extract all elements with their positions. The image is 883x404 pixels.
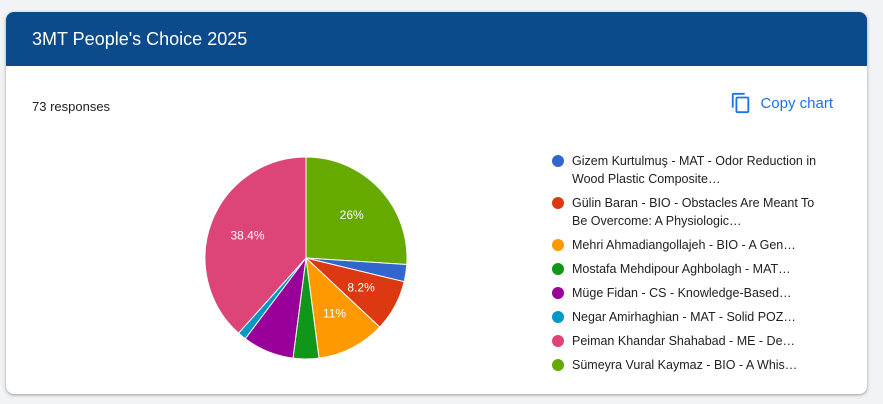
legend-item[interactable]: Mostafa Mehdipour Aghbolagh - MAT… <box>552 260 832 278</box>
legend-color-dot <box>552 263 564 275</box>
pie-slice[interactable] <box>204 156 307 334</box>
pie-slice[interactable] <box>305 156 408 266</box>
legend-label: Peiman Khandar Shahabad - ME - De… <box>572 334 796 348</box>
pie-slice[interactable] <box>305 256 381 359</box>
legend-color-dot <box>552 335 564 347</box>
legend-color-dot <box>552 155 564 167</box>
legend-item[interactable]: Sümeyra Vural Kaymaz - BIO - A Whis… <box>552 356 832 374</box>
legend-color-dot <box>552 287 564 299</box>
legend-label: Müge Fidan - CS - Knowledge-Based… <box>572 286 792 300</box>
legend-item[interactable]: Müge Fidan - CS - Knowledge-Based… <box>552 284 832 302</box>
chart-title: 3MT People's Choice 2025 <box>32 28 248 49</box>
legend-color-dot <box>552 197 564 209</box>
legend-item[interactable]: Negar Amirhaghian - MAT - Solid POZ… <box>552 308 832 326</box>
legend-label: Mostafa Mehdipour Aghbolagh - MAT… <box>572 262 791 276</box>
chart-legend: Gizem Kurtulmuş - MAT - Odor Reduction i… <box>552 152 832 380</box>
copy-chart-label: Copy chart <box>760 94 833 112</box>
legend-color-dot <box>552 239 564 251</box>
legend-color-dot <box>552 359 564 371</box>
legend-item[interactable]: Peiman Khandar Shahabad - ME - De… <box>552 332 832 350</box>
response-count: 73 responses <box>32 99 111 114</box>
legend-label: Gizem Kurtulmuş - MAT - Odor Reduction i… <box>572 154 817 186</box>
slice-percent-label: 8.2% <box>347 281 375 295</box>
legend-item[interactable]: Gülin Baran - BIO - Obstacles Are Meant … <box>552 194 832 230</box>
legend-item[interactable]: Mehri Ahmadiangollajeh - BIO - A Gen… <box>552 236 832 254</box>
legend-label: Sümeyra Vural Kaymaz - BIO - A Whis… <box>572 358 798 372</box>
card-header: 3MT People's Choice 2025 <box>6 12 867 66</box>
slice-percent-label: 11% <box>323 307 346 321</box>
legend-color-dot <box>552 311 564 323</box>
slice-percent-label: 38.4% <box>231 229 265 243</box>
copy-chart-button[interactable]: Copy chart <box>726 87 837 119</box>
legend-label: Mehri Ahmadiangollajeh - BIO - A Gen… <box>572 238 796 252</box>
pie-chart: 26% 8.2%11% 38.4% <box>204 156 408 360</box>
legend-label: Negar Amirhaghian - MAT - Solid POZ… <box>572 310 796 324</box>
copy-icon <box>732 92 750 114</box>
chart-card: 3MT People's Choice 2025 73 responses Co… <box>6 12 867 394</box>
legend-item[interactable]: Gizem Kurtulmuş - MAT - Odor Reduction i… <box>552 152 832 188</box>
legend-label: Gülin Baran - BIO - Obstacles Are Meant … <box>572 196 815 228</box>
slice-percent-label: 26% <box>340 208 364 222</box>
